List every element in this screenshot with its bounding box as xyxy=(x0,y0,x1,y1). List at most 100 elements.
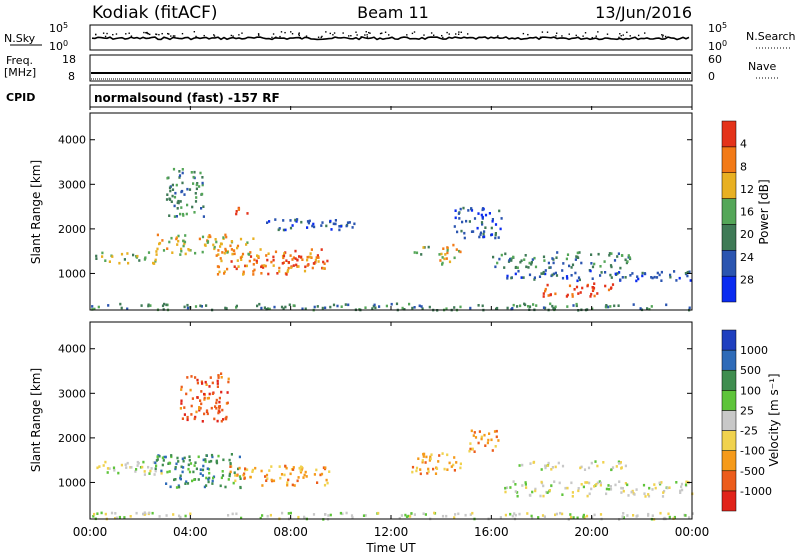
range-cell xyxy=(473,450,476,453)
range-cell xyxy=(217,376,220,379)
range-cell xyxy=(280,473,284,476)
range-cell xyxy=(615,465,618,468)
nsearch-dot xyxy=(230,34,233,37)
range-cell xyxy=(208,385,211,388)
range-cell xyxy=(547,461,550,465)
range-cell xyxy=(228,474,231,478)
range-cell xyxy=(347,303,350,307)
range-cell xyxy=(199,472,202,475)
range-cell xyxy=(599,481,602,485)
range-cell xyxy=(226,251,229,254)
range-cell xyxy=(313,473,316,476)
range-cell xyxy=(452,243,455,247)
x-tick-label: 16:00 xyxy=(474,525,509,539)
range-cell xyxy=(533,256,536,260)
range-cell xyxy=(453,256,456,260)
range-cell xyxy=(512,255,515,259)
range-cell xyxy=(446,246,449,249)
range-cell xyxy=(289,472,292,476)
nsearch-dot xyxy=(433,34,435,36)
range-cell xyxy=(609,488,613,491)
range-cell xyxy=(584,481,587,484)
nsearch-dot xyxy=(457,33,460,35)
range-cell xyxy=(544,287,547,291)
range-cell xyxy=(252,263,255,266)
range-cell xyxy=(190,404,193,408)
range-cell xyxy=(240,516,243,520)
range-cell xyxy=(183,413,186,416)
range-cell xyxy=(440,252,443,256)
range-cell xyxy=(205,484,208,487)
range-cell xyxy=(304,470,307,474)
range-cell xyxy=(605,304,608,307)
nsearch-dot xyxy=(541,31,544,33)
range-cell xyxy=(171,183,174,187)
range-cell xyxy=(270,465,273,468)
range-cell xyxy=(276,272,279,275)
range-cell xyxy=(648,308,651,311)
range-cell xyxy=(218,405,221,408)
range-cell xyxy=(180,247,183,251)
range-cell xyxy=(688,270,691,274)
range-cell xyxy=(625,261,628,265)
colorbar-swatch xyxy=(721,430,737,451)
range-cell xyxy=(626,260,629,263)
range-cell xyxy=(512,480,515,483)
range-cell xyxy=(238,475,242,478)
range-cell xyxy=(362,514,366,517)
range-cell xyxy=(438,454,441,457)
range-cell xyxy=(178,174,182,177)
nsearch-dot xyxy=(155,33,158,36)
range-cell xyxy=(171,188,175,191)
range-cell xyxy=(142,512,145,516)
nsearch-dot xyxy=(325,31,327,33)
range-cell xyxy=(206,397,209,400)
nsearch-dot xyxy=(106,32,108,35)
range-cell xyxy=(632,303,635,306)
nsearch-dots xyxy=(95,31,667,39)
range-cell xyxy=(596,464,599,468)
range-cell xyxy=(503,266,506,269)
range-cell xyxy=(574,258,577,261)
range-cell xyxy=(641,274,644,278)
range-cell xyxy=(193,464,196,467)
range-cell xyxy=(542,484,545,488)
range-cell xyxy=(619,266,622,270)
range-cell xyxy=(126,461,129,465)
range-cell xyxy=(610,265,613,269)
range-cell xyxy=(216,419,219,423)
range-cell xyxy=(153,473,156,476)
range-cell xyxy=(497,439,500,442)
nsearch-dot xyxy=(442,36,444,39)
nsearch-dot xyxy=(195,35,197,38)
range-cell xyxy=(231,252,234,256)
range-cell xyxy=(446,251,449,255)
range-cell xyxy=(263,306,266,309)
range-cell xyxy=(448,260,452,264)
range-cell xyxy=(679,491,682,494)
colorbar-swatch xyxy=(721,490,737,512)
range-cell xyxy=(591,307,594,311)
range-cell xyxy=(550,484,553,487)
range-cell xyxy=(651,514,654,517)
range-cell xyxy=(176,207,179,210)
range-cell xyxy=(227,514,230,517)
range-cell xyxy=(179,407,182,410)
range-cell xyxy=(173,204,176,208)
nsearch-dot xyxy=(174,35,176,37)
range-cell xyxy=(293,484,296,487)
nsearch-dot xyxy=(181,32,184,35)
range-cell xyxy=(161,463,164,467)
range-cell xyxy=(232,481,235,485)
range-cell xyxy=(593,262,596,266)
range-cell xyxy=(274,218,277,221)
range-cell xyxy=(523,258,526,261)
nsearch-dot xyxy=(280,31,283,33)
nsearch-dot xyxy=(620,35,622,37)
range-cell xyxy=(511,307,514,310)
range-cell xyxy=(568,284,572,288)
range-cell xyxy=(161,239,164,242)
nsearch-dot xyxy=(644,32,646,34)
range-cell xyxy=(286,483,289,487)
range-cell xyxy=(499,516,502,519)
